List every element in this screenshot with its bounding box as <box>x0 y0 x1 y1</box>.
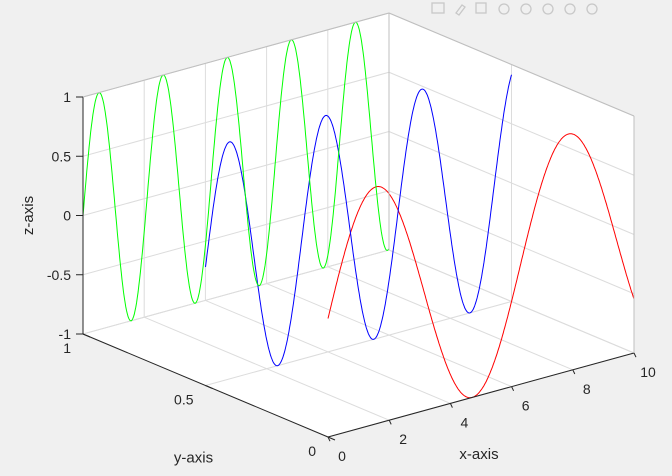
x-tick-mark <box>327 436 331 442</box>
grid-line-y-floor <box>205 301 512 386</box>
series-line-2 <box>205 74 512 367</box>
y-tick-mark <box>327 436 336 441</box>
z-tick-label: 0 <box>63 208 71 224</box>
x-axis-line <box>327 352 635 438</box>
x-axis-label: x-axis <box>459 446 498 463</box>
y-tick-label: 1 <box>63 340 71 356</box>
home-icon[interactable] <box>586 3 598 15</box>
y-tick-label: 0 <box>308 443 316 459</box>
x-tick-label: 6 <box>522 398 530 414</box>
box-edge-top-side <box>388 12 635 117</box>
x-tick-mark <box>449 403 453 408</box>
grid-line-z-side <box>388 71 635 176</box>
series-layer <box>82 21 635 399</box>
x-tick-label: 2 <box>399 431 407 447</box>
y-tick-mark <box>205 385 213 389</box>
axes-box <box>82 12 635 438</box>
x-tick-mark <box>388 419 392 425</box>
x-tick-mark <box>511 386 515 392</box>
z-tick-label: -1 <box>59 326 72 342</box>
rotate-icon[interactable] <box>498 3 510 15</box>
grid-line-z-back <box>82 249 390 335</box>
grid-line-z-back <box>82 71 390 157</box>
grid-line-z-back <box>82 131 390 216</box>
zoom-out-icon[interactable] <box>564 3 576 15</box>
data-tips-icon[interactable] <box>431 2 445 14</box>
x-tick-mark <box>633 352 637 358</box>
z-axis-label: z-axis <box>20 196 37 235</box>
x-tick-label: 4 <box>461 414 469 430</box>
z-tick-label: 1 <box>63 89 71 105</box>
z-tick-label: -0.5 <box>47 267 71 283</box>
y-axis-label: y-axis <box>174 450 213 467</box>
axes-background <box>83 13 634 437</box>
y-tick-mark <box>82 333 91 338</box>
z-tick-label: 0.5 <box>52 148 72 164</box>
pan-icon[interactable] <box>520 3 532 15</box>
grid-line-z-side <box>388 190 635 295</box>
x-tick-label: 10 <box>640 364 656 380</box>
box-edge-top-back <box>82 12 390 98</box>
y-tick-label: 0.5 <box>174 392 194 408</box>
x-tick-label: 0 <box>338 448 346 464</box>
grid-line-z-back <box>82 190 390 276</box>
series-line-1 <box>327 133 635 399</box>
grid-line-z-side <box>388 131 635 235</box>
figure-toolbar[interactable] <box>431 2 598 16</box>
zoom-in-icon[interactable] <box>542 3 554 15</box>
x-tick-label: 8 <box>583 381 591 397</box>
brush-icon[interactable] <box>455 4 466 16</box>
export-icon[interactable] <box>475 2 487 14</box>
x-tick-mark <box>572 369 576 375</box>
series-line-3 <box>82 21 390 322</box>
